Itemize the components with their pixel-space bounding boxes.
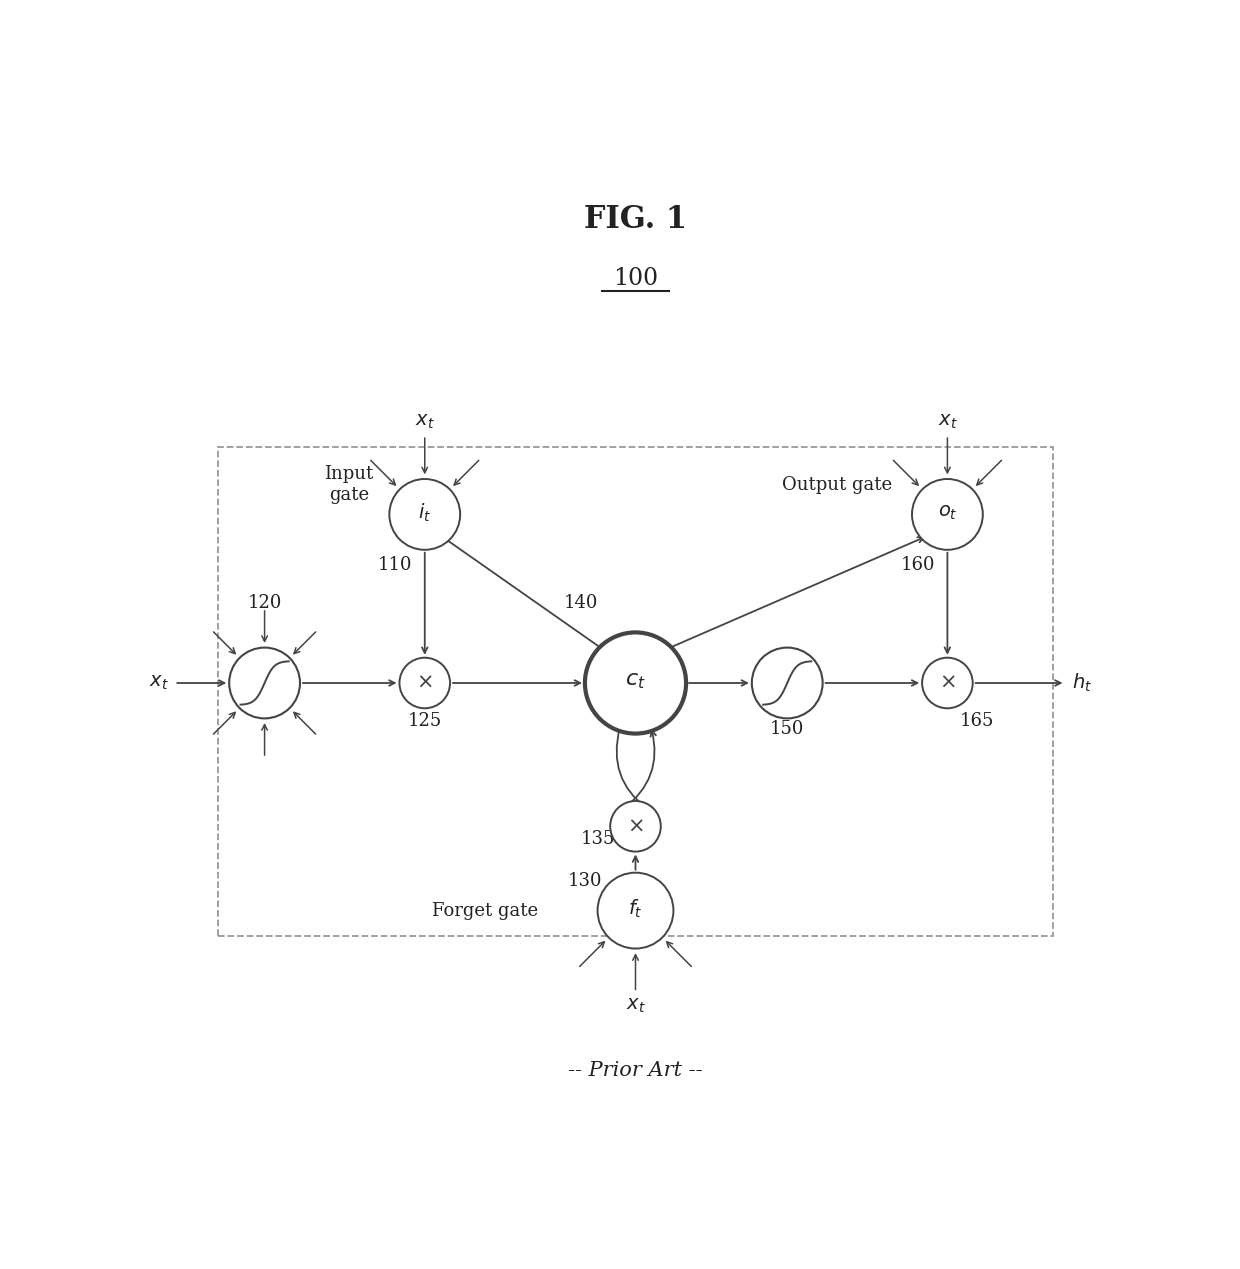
Text: 130: 130 — [568, 872, 603, 890]
Text: 160: 160 — [900, 556, 935, 574]
Text: 165: 165 — [960, 712, 994, 730]
Text: $x_t$: $x_t$ — [626, 996, 645, 1015]
Circle shape — [585, 632, 686, 733]
Text: $f_t$: $f_t$ — [629, 897, 642, 920]
Text: 140: 140 — [563, 594, 598, 612]
Text: $c_t$: $c_t$ — [625, 671, 646, 692]
Circle shape — [598, 873, 673, 948]
Text: 125: 125 — [408, 712, 441, 730]
Text: ×: × — [939, 673, 956, 693]
Text: $x_t$: $x_t$ — [415, 412, 435, 430]
Text: 150: 150 — [770, 721, 805, 739]
Circle shape — [399, 657, 450, 708]
Circle shape — [229, 647, 300, 718]
Circle shape — [911, 478, 983, 549]
Text: $x_t$: $x_t$ — [937, 412, 957, 430]
Circle shape — [923, 657, 972, 708]
Text: Input
gate: Input gate — [325, 466, 373, 504]
Text: $i_t$: $i_t$ — [418, 501, 432, 524]
Circle shape — [389, 478, 460, 549]
Circle shape — [751, 647, 822, 718]
Text: ×: × — [415, 673, 434, 693]
Circle shape — [610, 801, 661, 851]
Text: Forget gate: Forget gate — [433, 901, 538, 920]
Text: $o_t$: $o_t$ — [937, 504, 957, 523]
Text: $x_t$: $x_t$ — [149, 674, 169, 692]
Text: 110: 110 — [378, 556, 413, 574]
Text: Output gate: Output gate — [782, 476, 893, 494]
Text: FIG. 1: FIG. 1 — [584, 204, 687, 235]
Text: ×: × — [626, 816, 645, 836]
Text: 135: 135 — [580, 830, 615, 848]
Text: $h_t$: $h_t$ — [1073, 671, 1092, 694]
Text: 120: 120 — [248, 594, 281, 612]
Text: -- Prior Art --: -- Prior Art -- — [568, 1061, 703, 1080]
Text: 100: 100 — [613, 266, 658, 289]
